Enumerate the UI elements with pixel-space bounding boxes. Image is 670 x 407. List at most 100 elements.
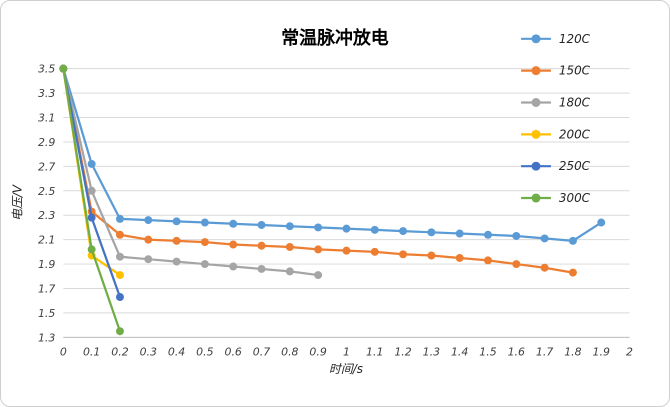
series-line-180C: [62, 67, 320, 277]
data-point-120C: [285, 222, 294, 231]
legend-marker-icon: [531, 34, 541, 44]
data-point-120C: [342, 224, 351, 233]
legend-label: 120C: [559, 32, 591, 46]
legend-item-200C: 200C: [521, 127, 591, 141]
legend-label: 250C: [559, 159, 591, 173]
data-point-120C: [115, 214, 124, 223]
data-point-250C: [115, 293, 124, 302]
y-tick-label: 2.9: [38, 136, 55, 149]
data-point-300C: [87, 245, 96, 254]
data-point-180C: [172, 257, 181, 266]
legend-marker-icon: [531, 161, 541, 171]
legend-label: 180C: [559, 95, 591, 109]
data-point-180C: [257, 264, 266, 273]
y-tick-label: 1.7: [38, 282, 55, 295]
data-point-120C: [597, 218, 606, 227]
data-point-150C: [285, 242, 294, 251]
y-tick-label: 1.9: [38, 258, 55, 271]
data-point-180C: [200, 260, 209, 269]
data-point-150C: [257, 241, 266, 250]
legend-marker-icon: [531, 98, 541, 107]
y-tick-label: 2.3: [38, 209, 55, 222]
data-point-120C: [455, 229, 464, 238]
data-point-120C: [370, 225, 379, 234]
x-tick-label: 1.1: [366, 345, 383, 358]
data-point-200C: [115, 271, 124, 280]
x-tick-label: 1.3: [423, 345, 440, 358]
data-point-180C: [229, 262, 238, 271]
data-point-150C: [314, 245, 323, 254]
data-point-150C: [370, 247, 379, 256]
y-tick-label: 3.1: [38, 111, 55, 124]
legend-label: 200C: [559, 127, 591, 141]
data-point-150C: [427, 251, 436, 260]
x-axis-label: 时间/s: [329, 362, 363, 376]
y-tick-label: 2.5: [38, 185, 55, 198]
x-tick-label: 0.1: [83, 345, 100, 358]
data-point-120C: [568, 236, 577, 245]
data-point-300C: [59, 64, 68, 73]
y-tick-label: 3.3: [38, 87, 55, 100]
data-point-120C: [484, 230, 492, 239]
series-layer: [59, 64, 606, 336]
data-point-150C: [512, 260, 521, 269]
x-tick-label: 1.2: [394, 345, 411, 358]
x-tick-label: 1.5: [479, 345, 496, 358]
series-line-150C: [62, 67, 575, 274]
x-tick-label: 0: [60, 345, 67, 358]
data-point-150C: [144, 235, 153, 244]
legend-item-120C: 120C: [521, 32, 591, 46]
x-tick-label: 0.6: [224, 345, 241, 358]
x-tick-label: 0.9: [309, 345, 326, 358]
y-tick-label: 3.5: [38, 63, 55, 76]
data-point-180C: [285, 267, 294, 276]
y-tick-label: 2.7: [38, 160, 55, 173]
data-point-120C: [87, 159, 96, 168]
legend-item-150C: 150C: [521, 64, 591, 78]
grid-layer: 3.5 3.3 3.1 2.9 2.7 2.5 2.3 2.1 1.9 1.7 1.5 1.3 0 0.1…: [38, 63, 633, 359]
legend-label: 300C: [559, 191, 591, 205]
data-point-150C: [200, 238, 209, 247]
legend: 120C 150C 180C 200C 250C 300C: [521, 32, 591, 205]
data-point-150C: [172, 236, 181, 245]
data-point-120C: [399, 227, 408, 236]
y-tick-label: 1.3: [38, 331, 55, 344]
data-point-150C: [399, 250, 408, 259]
data-point-150C: [540, 263, 549, 272]
x-tick-label: 1.9: [593, 345, 610, 358]
data-point-120C: [427, 228, 436, 237]
x-tick-label: 0.4: [168, 345, 185, 358]
legend-marker-icon: [531, 66, 541, 76]
data-point-150C: [484, 256, 492, 265]
data-point-120C: [229, 219, 238, 228]
data-point-120C: [172, 217, 181, 226]
data-point-250C: [87, 213, 96, 222]
y-tick-label: 1.5: [38, 307, 55, 320]
data-point-150C: [229, 240, 238, 249]
x-tick-label: 1.8: [564, 345, 581, 358]
data-point-180C: [115, 252, 124, 261]
data-point-150C: [455, 253, 464, 262]
data-point-150C: [568, 268, 577, 277]
x-tick-label: 0.8: [281, 345, 298, 358]
data-point-180C: [87, 186, 96, 195]
data-point-180C: [314, 271, 323, 280]
data-point-120C: [200, 218, 209, 227]
legend-marker-icon: [531, 129, 541, 139]
x-tick-label: 1.6: [508, 345, 525, 358]
legend-item-180C: 180C: [521, 95, 591, 109]
x-tick-label: 0.5: [196, 345, 213, 358]
x-tick-label: 0.2: [111, 345, 128, 358]
data-point-120C: [314, 223, 323, 232]
data-point-120C: [144, 216, 153, 225]
x-tick-label: 1.7: [536, 345, 553, 358]
data-point-150C: [342, 246, 351, 255]
data-point-120C: [257, 221, 266, 229]
y-axis-label: 电压/V: [11, 184, 25, 221]
legend-label: 150C: [559, 64, 591, 78]
data-point-180C: [144, 255, 153, 264]
x-tick-label: 0.7: [253, 345, 270, 358]
y-tick-label: 2.1: [38, 234, 55, 247]
legend-item-250C: 250C: [521, 159, 591, 173]
